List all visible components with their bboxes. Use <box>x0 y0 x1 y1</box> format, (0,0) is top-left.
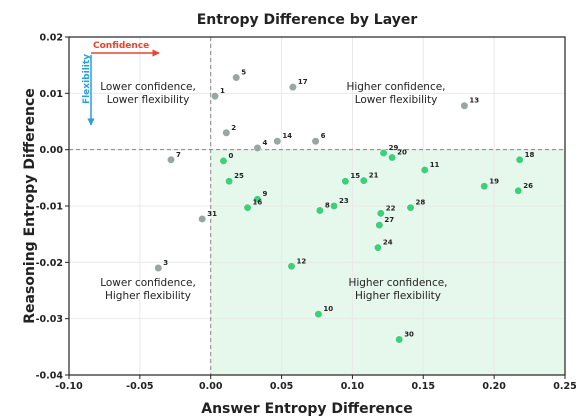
point-layer-27 <box>375 221 384 230</box>
point-label-5: 5 <box>241 69 246 77</box>
point-layer-4 <box>253 143 262 153</box>
quadrant-label-bottom-right: Higher confidence, <box>348 277 447 289</box>
quadrant-label-bottom-left: Lower confidence, <box>100 277 196 289</box>
x-tick-label: 0.15 <box>412 381 435 392</box>
quadrant-label-top-right: Lower flexibility <box>355 94 438 106</box>
point-layer-19 <box>480 182 489 191</box>
point-label-26: 26 <box>523 182 533 190</box>
point-label-22: 22 <box>386 204 396 212</box>
point-label-2: 2 <box>231 124 236 132</box>
point-label-1: 1 <box>220 87 225 95</box>
point-label-27: 27 <box>384 216 394 224</box>
point-label-11: 11 <box>430 161 440 169</box>
point-layer-26 <box>514 186 523 195</box>
point-layer-15 <box>341 177 350 186</box>
quadrant-label-top-left: Lower flexibility <box>107 94 190 106</box>
point-layer-23 <box>329 201 339 211</box>
point-label-25: 25 <box>234 172 244 180</box>
point-layer-31 <box>198 214 207 224</box>
point-layer-0 <box>219 156 228 166</box>
y-axis-label: Reasoning Entropy Difference <box>22 88 38 323</box>
point-layer-2 <box>222 128 231 137</box>
point-layer-6 <box>311 137 320 146</box>
point-label-13: 13 <box>469 97 479 105</box>
point-layer-12 <box>287 262 296 271</box>
point-layer-10 <box>314 310 323 319</box>
point-layer-5 <box>232 73 241 82</box>
point-layer-11 <box>420 165 429 175</box>
point-label-0: 0 <box>228 152 233 160</box>
point-label-21: 21 <box>369 172 379 180</box>
point-layer-20 <box>388 153 397 162</box>
point-layer-13 <box>460 101 469 110</box>
chart-title: Entropy Difference by Layer <box>197 12 418 28</box>
point-label-15: 15 <box>350 172 360 180</box>
quadrant-label-bottom-right: Higher flexibility <box>355 290 441 302</box>
y-tick-label: 0.02 <box>40 33 63 44</box>
point-layer-1 <box>210 92 220 101</box>
x-tick-label: 0.20 <box>482 381 506 392</box>
point-layer-3 <box>154 263 163 273</box>
point-layer-29 <box>379 148 388 158</box>
point-label-16: 16 <box>253 199 263 207</box>
point-layer-9 <box>253 195 262 204</box>
point-label-8: 8 <box>325 202 330 210</box>
x-tick-label: 0.00 <box>199 381 223 392</box>
point-layer-17 <box>288 83 298 92</box>
point-layer-7 <box>166 155 176 164</box>
point-label-31: 31 <box>207 210 217 218</box>
point-label-12: 12 <box>296 257 306 265</box>
point-label-24: 24 <box>383 239 393 247</box>
quadrant-label-bottom-left: Higher flexibility <box>105 290 191 302</box>
point-label-28: 28 <box>416 199 426 207</box>
x-tick-label: 0.10 <box>341 381 365 392</box>
point-label-7: 7 <box>176 151 181 159</box>
point-label-3: 3 <box>163 259 168 267</box>
point-label-17: 17 <box>298 78 308 86</box>
flexibility-label: Flexibility <box>82 54 92 104</box>
point-label-4: 4 <box>262 139 267 147</box>
x-tick-label: -0.05 <box>126 381 153 392</box>
point-layer-21 <box>359 176 368 185</box>
point-label-20: 20 <box>397 149 407 157</box>
y-tick-label: -0.02 <box>36 258 63 269</box>
point-label-29: 29 <box>389 144 399 152</box>
point-layer-14 <box>273 137 282 146</box>
point-label-14: 14 <box>282 132 292 140</box>
point-layer-8 <box>315 206 324 215</box>
point-layer-24 <box>373 243 383 252</box>
point-layer-18 <box>515 155 524 164</box>
point-layer-25 <box>225 177 234 186</box>
x-axis-label: Answer Entropy Difference <box>201 401 413 417</box>
y-tick-label: -0.01 <box>36 202 63 213</box>
y-tick-label: 0.01 <box>40 89 63 100</box>
quadrant-label-top-right: Higher confidence, <box>346 81 445 93</box>
point-layer-16 <box>243 203 252 212</box>
x-tick-label: 0.25 <box>553 381 576 392</box>
x-tick-label: 0.05 <box>270 381 293 392</box>
y-tick-label: -0.03 <box>36 314 63 325</box>
point-label-9: 9 <box>262 190 267 198</box>
point-layer-30 <box>395 335 404 344</box>
point-layer-28 <box>406 203 415 212</box>
confidence-label: Confidence <box>93 41 149 51</box>
y-tick-label: -0.04 <box>36 371 64 382</box>
point-label-30: 30 <box>404 331 414 339</box>
y-tick-label: 0.00 <box>40 145 64 156</box>
point-label-18: 18 <box>525 151 535 159</box>
quadrant-label-top-left: Lower confidence, <box>100 81 196 93</box>
x-tick-label: -0.10 <box>55 381 83 392</box>
point-label-6: 6 <box>321 132 326 140</box>
point-label-19: 19 <box>489 177 499 185</box>
plot-area: -0.10 -0.05 0.00 0.05 0.10 0.15 0.20 0.25 0.02 0.… <box>36 33 577 393</box>
point-layer-22 <box>376 209 385 218</box>
point-label-23: 23 <box>339 197 349 205</box>
point-label-10: 10 <box>323 305 333 313</box>
